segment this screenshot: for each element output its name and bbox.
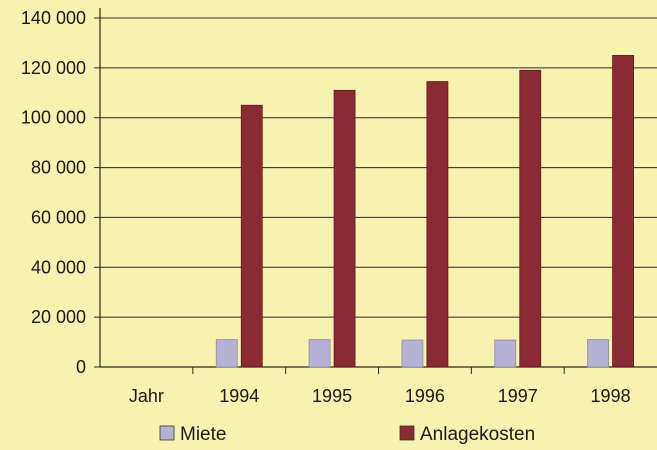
bar-anlagekosten (519, 69, 542, 368)
y-tick-label: 80 000 (31, 158, 86, 178)
legend-swatch (159, 425, 175, 441)
bar-anlagekosten (426, 81, 449, 368)
bar-miete (587, 339, 609, 368)
y-tick-label: 120 000 (21, 58, 86, 78)
y-tick-label: 20 000 (31, 307, 86, 327)
y-tick-label: 60 000 (31, 207, 86, 227)
y-tick-label: 40 000 (31, 257, 86, 277)
bar-miete (308, 339, 331, 368)
legend-label: Miete (180, 424, 226, 445)
x-tick-label: 1997 (498, 386, 538, 406)
legend-label: Anlagekosten (420, 424, 535, 445)
y-tick-label: 0 (76, 357, 86, 377)
bar-anlagekosten (333, 89, 356, 368)
x-tick-label: 1998 (591, 386, 631, 406)
bar-anlagekosten (612, 54, 634, 368)
bar-miete (401, 339, 424, 368)
x-tick-label: Jahr (129, 386, 164, 406)
x-tick-label: 1996 (405, 386, 445, 406)
legend-swatch (399, 425, 415, 441)
y-tick-label: 100 000 (21, 108, 86, 128)
bar-anlagekosten (240, 104, 263, 368)
x-tick-label: 1994 (219, 386, 259, 406)
bar-miete (494, 339, 517, 368)
x-tick-label: 1995 (312, 386, 352, 406)
bar-miete (215, 339, 238, 368)
y-tick-label: 140 000 (21, 8, 86, 28)
